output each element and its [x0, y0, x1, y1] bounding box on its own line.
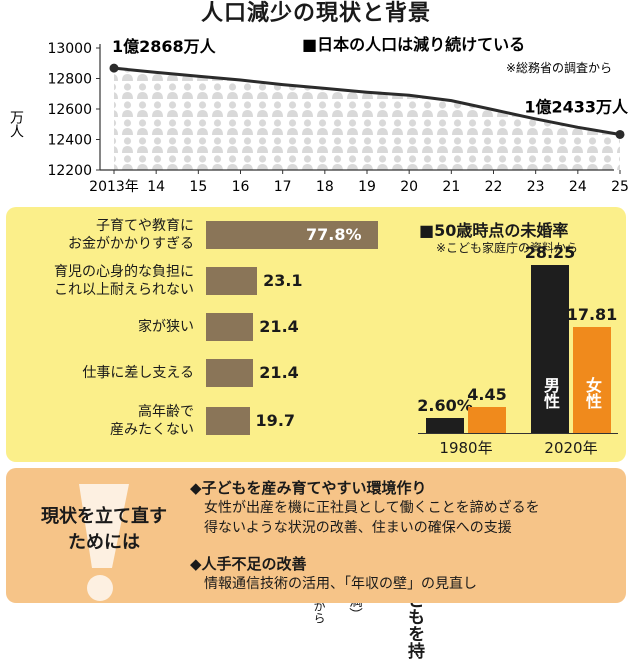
end-value-label: 1億2433万人	[524, 97, 629, 116]
reasons-panel: 77.8% 子育てや教育にお金がかかりすぎる 23.1 育児の心身的な負担に これ以上耐…	[6, 207, 626, 659]
y-tick-label: 12800	[47, 72, 92, 88]
reason-label-line: 仕事に差し支える	[82, 365, 194, 381]
reason-label-line: お金がかかりすぎる	[68, 236, 194, 252]
unmarried-value-label: 17.81	[566, 305, 618, 325]
reason-bar	[206, 267, 258, 295]
reason-label: 高年齢で産みたくない	[110, 403, 194, 439]
solutions-heading-line2: ためには	[68, 532, 140, 553]
exclamation-icon	[79, 484, 129, 601]
x-tick-label: 15	[189, 179, 207, 195]
population-line	[113, 66, 621, 136]
reason-label: 子育てや教育にお金がかかりすぎる	[68, 217, 194, 253]
reason-label-line: 育児の心身的な負担に	[54, 264, 194, 280]
reason-bar	[206, 359, 254, 387]
unmarried-value-label: 2.60%	[417, 395, 473, 415]
reason-value-label: 77.8%	[306, 225, 362, 244]
unmarried-title: ■50歳時点の未婚率	[419, 221, 569, 240]
unmarried-category-label: 1980年	[439, 439, 493, 457]
reason-label: 育児の心身的な負担に これ以上耐えられない	[54, 263, 194, 299]
data-point-start	[109, 63, 119, 73]
x-tick-label: 2013年	[89, 179, 139, 195]
reason-value-label: 19.7	[255, 411, 296, 430]
reason-label-line: 家が狭い	[138, 319, 194, 335]
x-tick-label: 16	[232, 179, 250, 195]
y-axis-unit: 万人	[8, 110, 24, 138]
unmarried-source: ※こども家庭庁の資料から	[436, 241, 579, 255]
solutions-panel: 現状を立て直す ためには ◆子どもを産み育てやすい環境作り 女性が出産を機に正社…	[6, 468, 626, 603]
solutions-heading-line1: 現状を立て直す	[41, 506, 167, 527]
solution-item-1: ◆子どもを産み育てやすい環境作り 女性が出産を機に正社員として働くことを諦めざる…	[190, 478, 540, 538]
y-tick-label: 12400	[47, 133, 92, 149]
reason-value-label: 23.1	[263, 271, 303, 290]
solution-item-2: ◆人手不足の改善 情報通信技術の活用、「年収の壁」の見直し	[190, 554, 477, 594]
unmarried-baseline	[418, 433, 618, 434]
x-tick-label: 24	[569, 179, 587, 195]
solutions-heading: 現状を立て直す ためには	[24, 504, 184, 556]
y-tick-label: 12600	[47, 102, 92, 118]
x-tick-label: 17	[274, 179, 292, 195]
chart-source-note: ※総務省の調査から	[506, 61, 612, 75]
unmarried-value-label: 4.45	[467, 384, 507, 404]
female-series-label: 女性	[583, 377, 602, 409]
reason-bar	[206, 407, 250, 435]
reason-label-line: これ以上耐えられない	[54, 282, 194, 298]
population-line-chart: 12200 12400 12600 12800 13000 万人 2013年 14 15 16 17…	[8, 35, 629, 195]
chart-legend-title: ■日本の人口は減り続けている	[302, 35, 525, 54]
start-value-label: 1億2868万人	[112, 37, 217, 56]
data-point-end	[615, 129, 625, 139]
x-tick-label: 14	[147, 179, 165, 195]
solution-title: ◆子どもを産み育てやすい環境作り	[190, 479, 427, 497]
male-bar	[531, 265, 569, 433]
solution-body-line: 得ないような状況の改善、住まいの確保への支援	[204, 520, 512, 536]
reason-value-label: 21.4	[259, 363, 299, 382]
reason-label: 仕事に差し支える	[82, 364, 194, 382]
y-tick-label: 12200	[47, 163, 92, 179]
reason-value-label: 21.4	[259, 317, 299, 336]
x-tick-label: 19	[358, 179, 376, 195]
reason-label-line: 子育てや教育に	[96, 218, 194, 234]
reason-label-line: 高年齢で	[138, 404, 194, 420]
reason-bar	[206, 221, 378, 249]
x-tick-label: 21	[442, 179, 460, 195]
population-area	[114, 68, 620, 170]
x-tick-label: 20	[400, 179, 418, 195]
solution-title: ◆人手不足の改善	[190, 555, 307, 573]
y-tick-label: 13000	[47, 41, 92, 57]
page-title: 人口減少の現状と背景	[200, 1, 431, 26]
reason-label-line: 産みたくない	[110, 422, 194, 438]
solution-body-line: 女性が出産を機に正社員として働くことを諦めざるを	[204, 500, 540, 516]
female-bar	[468, 406, 506, 433]
female-bar	[573, 327, 611, 433]
reason-bar	[206, 313, 254, 341]
x-tick-label: 18	[316, 179, 334, 195]
reason-label: 家が狭い	[138, 318, 194, 336]
x-tick-label: 22	[485, 179, 503, 195]
male-series-label: 男性	[541, 377, 560, 409]
unmarried-value-label: 28.25	[524, 243, 576, 262]
unmarried-category-label: 2020年	[544, 439, 598, 457]
x-tick-label: 25	[611, 179, 629, 195]
x-tick-label: 23	[527, 179, 545, 195]
male-bar	[426, 417, 464, 433]
solution-body-line: 情報通信技術の活用、「年収の壁」の見直し	[204, 576, 477, 592]
